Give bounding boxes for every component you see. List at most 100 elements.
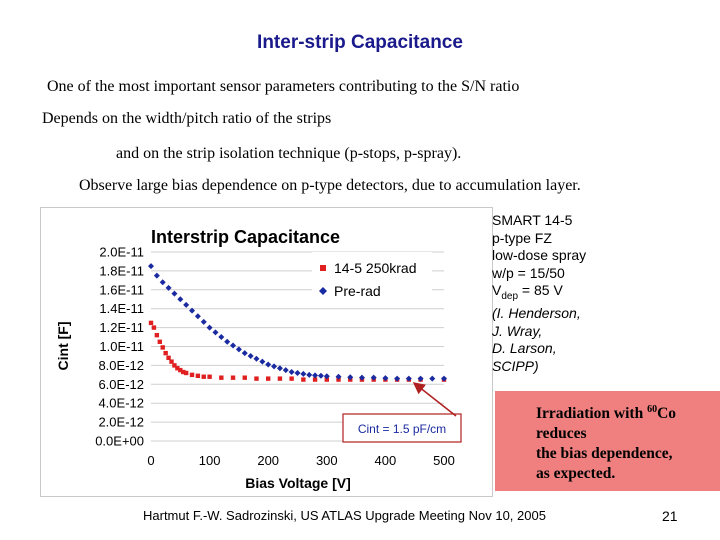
vdep-symbol: V bbox=[492, 282, 502, 298]
bullet-line-1: One of the most important sensor paramet… bbox=[47, 78, 520, 95]
data-point bbox=[254, 376, 259, 381]
data-point bbox=[206, 324, 213, 331]
info-line-material: p-type FZ bbox=[492, 229, 552, 246]
data-point bbox=[154, 332, 160, 338]
data-point bbox=[218, 334, 225, 341]
data-point bbox=[266, 376, 271, 381]
data-point bbox=[288, 369, 295, 376]
data-point bbox=[151, 325, 157, 330]
y-tick-label: 2.0E-12 bbox=[98, 415, 144, 430]
y-tick-label: 1.2E-11 bbox=[99, 320, 144, 335]
data-point bbox=[306, 371, 313, 378]
info-line-sample: SMART 14-5 bbox=[492, 212, 573, 228]
data-point bbox=[276, 365, 283, 372]
data-point bbox=[148, 263, 154, 270]
x-tick-label: 300 bbox=[316, 453, 338, 468]
credit-line-4: SCIPP) bbox=[492, 357, 539, 374]
legend-label: 14-5 250krad bbox=[334, 260, 417, 276]
y-tick-label: 1.8E-11 bbox=[99, 263, 144, 278]
x-tick-label: 0 bbox=[147, 453, 154, 468]
data-point bbox=[241, 350, 248, 357]
capacitance-chart: Interstrip Capacitance Cint [F] Bias Vol… bbox=[40, 207, 493, 497]
data-point bbox=[165, 284, 172, 291]
y-axis-label: Cint [F] bbox=[55, 322, 71, 371]
legend: 14-5 250krad Pre-rad bbox=[319, 260, 417, 299]
vdep-subscript: dep bbox=[501, 290, 519, 302]
x-tick-label: 400 bbox=[375, 453, 397, 468]
data-point bbox=[195, 373, 201, 378]
vdep-value: = 85 V bbox=[518, 282, 563, 298]
data-point bbox=[224, 338, 231, 345]
chart-svg: Interstrip Capacitance Cint [F] Bias Vol… bbox=[55, 227, 462, 491]
info-line-spray: low-dose spray bbox=[492, 247, 587, 263]
data-point bbox=[181, 369, 186, 375]
y-tick-labels: 0.0E+00 2.0E-12 4.0E-12 6.0E-12 8.0E-12 1.0E-… bbox=[95, 245, 144, 449]
data-point bbox=[200, 318, 207, 325]
data-point bbox=[271, 363, 278, 370]
data-point bbox=[253, 355, 260, 362]
data-point bbox=[160, 345, 165, 350]
data-point bbox=[235, 346, 242, 353]
footer-credit: Hartmut F.-W. Sadrozinski, US ATLAS Upgr… bbox=[143, 508, 546, 523]
x-tick-label: 200 bbox=[257, 453, 279, 468]
data-point bbox=[282, 367, 289, 374]
isotope-mass: 60 bbox=[647, 404, 658, 415]
data-point bbox=[169, 359, 174, 364]
chart-title: Interstrip Capacitance bbox=[151, 227, 340, 247]
x-tick-label: 100 bbox=[199, 453, 221, 468]
data-point bbox=[207, 374, 212, 379]
data-point bbox=[153, 272, 160, 279]
bullet-line-4: Observe large bias dependence on p-type … bbox=[79, 177, 581, 194]
irradiation-line-3: the bias dependence, bbox=[536, 445, 673, 463]
data-point bbox=[429, 375, 436, 382]
data-point bbox=[300, 370, 307, 377]
data-point bbox=[247, 352, 254, 359]
y-tick-label: 1.4E-11 bbox=[99, 301, 144, 316]
irradiation-line-4: as expected. bbox=[536, 465, 616, 483]
legend-box bbox=[312, 252, 432, 302]
data-point bbox=[219, 375, 224, 380]
irradiation-prefix: Irradiation with bbox=[536, 405, 648, 423]
y-tick-label: 1.6E-11 bbox=[99, 282, 144, 297]
y-tick-label: 8.0E-12 bbox=[98, 358, 144, 373]
bullet-line-3: and on the strip isolation technique (p-… bbox=[116, 145, 462, 162]
data-point bbox=[277, 376, 283, 381]
data-point bbox=[405, 375, 412, 382]
data-point bbox=[294, 369, 301, 376]
y-tick-label: 4.0E-12 bbox=[98, 396, 144, 411]
page-number: 21 bbox=[662, 508, 678, 524]
data-point bbox=[370, 374, 377, 381]
y-tick-label: 6.0E-12 bbox=[98, 377, 144, 392]
data-point bbox=[317, 372, 324, 379]
data-point bbox=[230, 375, 236, 380]
data-point bbox=[166, 355, 171, 361]
annotation-box bbox=[342, 413, 462, 443]
data-point bbox=[183, 301, 190, 308]
data-point bbox=[242, 375, 247, 380]
data-point bbox=[347, 374, 354, 381]
data-point bbox=[301, 377, 306, 382]
data-point bbox=[358, 374, 365, 381]
data-point bbox=[157, 339, 162, 344]
irradiation-line-1: Irradiation with 60Co bbox=[536, 400, 676, 424]
x-tick-labels: 0 100 200 300 400 500 bbox=[147, 453, 454, 468]
data-point bbox=[230, 342, 237, 349]
data-point bbox=[212, 329, 219, 336]
data-point bbox=[148, 320, 154, 326]
info-line-wp: w/p = 15/50 bbox=[492, 264, 565, 281]
sample-info: SMART 14-5 p-type FZ low-dose spray w/p … bbox=[492, 212, 586, 375]
data-point bbox=[171, 290, 178, 297]
credit-line-3: D. Larson, bbox=[492, 340, 557, 357]
irradiation-callout bbox=[495, 391, 720, 491]
data-point bbox=[178, 367, 183, 373]
data-point bbox=[441, 375, 447, 382]
credit-line-2: J. Wray, bbox=[492, 322, 543, 339]
series-pre-rad bbox=[148, 263, 447, 382]
irradiation-text: Irradiation with 60Co reduces the bias d… bbox=[536, 400, 676, 484]
legend-marker bbox=[319, 287, 327, 295]
data-point bbox=[194, 313, 201, 320]
annotation-text: Cint = 1.5 pF/cm bbox=[358, 422, 446, 436]
legend-marker bbox=[320, 265, 326, 271]
data-point bbox=[159, 279, 166, 286]
data-point bbox=[417, 375, 424, 382]
